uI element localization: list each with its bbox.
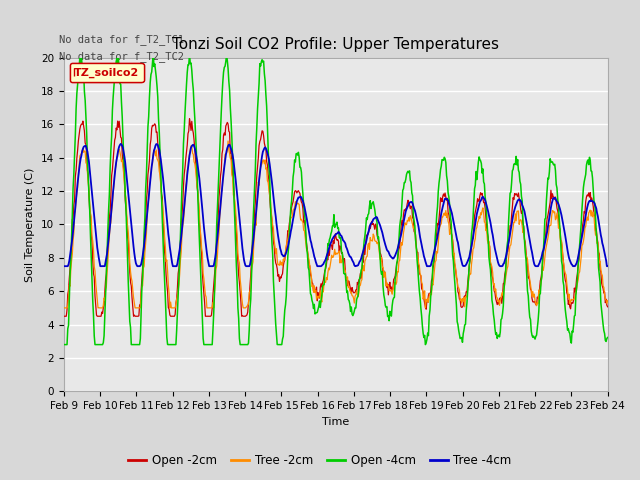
Legend: Open -2cm, Tree -2cm, Open -4cm, Tree -4cm: Open -2cm, Tree -2cm, Open -4cm, Tree -4… <box>124 449 516 472</box>
Open -2cm <box>604 304 611 310</box>
Open -4cm <box>182 96 189 101</box>
Tree -4cm <box>182 188 189 193</box>
Open -2cm <box>70 202 77 208</box>
Open -2cm <box>419 287 426 293</box>
Line: Tree -4cm: Tree -4cm <box>64 144 607 266</box>
Open -2cm <box>403 205 410 211</box>
Open -4cm <box>60 342 68 348</box>
Open -4cm <box>604 335 611 340</box>
Open -4cm <box>419 323 426 329</box>
Title: Tonzi Soil CO2 Profile: Upper Temperatures: Tonzi Soil CO2 Profile: Upper Temperatur… <box>172 37 499 52</box>
Tree -2cm <box>210 305 218 311</box>
Tree -2cm <box>181 198 189 204</box>
Line: Open -4cm: Open -4cm <box>64 53 607 345</box>
Tree -4cm <box>70 220 77 226</box>
Open -4cm <box>211 291 218 297</box>
Line: Tree -2cm: Tree -2cm <box>64 141 607 308</box>
Open -2cm <box>126 269 134 275</box>
Text: No data for f_T2_TC2: No data for f_T2_TC2 <box>59 51 184 62</box>
Legend: TZ_soilco2: TZ_soilco2 <box>70 63 144 82</box>
Tree -4cm <box>211 259 218 265</box>
Tree -2cm <box>126 260 134 265</box>
Open -2cm <box>60 313 68 319</box>
Tree -2cm <box>70 230 77 236</box>
X-axis label: Time: Time <box>322 417 349 427</box>
Open -2cm <box>181 165 189 170</box>
Open -4cm <box>403 171 410 177</box>
Line: Open -2cm: Open -2cm <box>64 119 607 316</box>
Tree -4cm <box>60 264 68 269</box>
Tree -4cm <box>127 214 134 219</box>
Tree -4cm <box>403 206 410 212</box>
Tree -4cm <box>117 141 125 147</box>
Open -2cm <box>186 116 193 121</box>
Y-axis label: Soil Temperature (C): Soil Temperature (C) <box>26 167 35 282</box>
Tree -2cm <box>60 305 68 311</box>
Tree -2cm <box>604 298 611 303</box>
Open -4cm <box>126 319 134 324</box>
Open -4cm <box>70 171 77 177</box>
Tree -2cm <box>419 281 426 287</box>
Tree -2cm <box>403 222 410 228</box>
Tree -4cm <box>419 246 426 252</box>
Open -2cm <box>211 272 218 277</box>
Tree -4cm <box>604 264 611 269</box>
Open -4cm <box>149 50 157 56</box>
Tree -2cm <box>224 138 232 144</box>
Text: No data for f_T2_TC1: No data for f_T2_TC1 <box>59 34 184 45</box>
